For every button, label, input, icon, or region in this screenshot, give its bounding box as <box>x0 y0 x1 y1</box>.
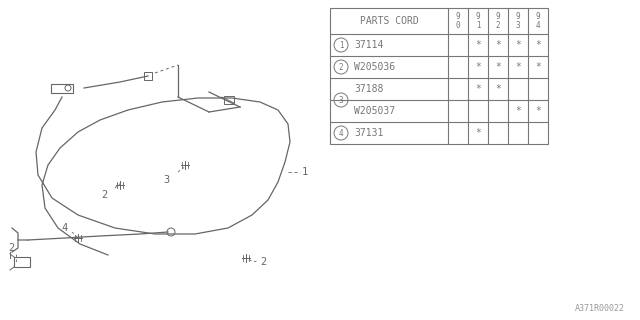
Text: 9
2: 9 2 <box>496 12 500 30</box>
Bar <box>330 8 548 144</box>
Text: *: * <box>475 40 481 50</box>
Text: *: * <box>515 106 521 116</box>
Text: *: * <box>475 62 481 72</box>
Text: 9
4: 9 4 <box>536 12 540 30</box>
Text: 4: 4 <box>339 129 343 138</box>
Text: 4: 4 <box>61 223 68 233</box>
Text: 9
0: 9 0 <box>456 12 460 30</box>
Text: 37188: 37188 <box>354 84 383 94</box>
Text: 3: 3 <box>164 175 170 185</box>
Text: 2: 2 <box>8 243 14 253</box>
Text: *: * <box>475 84 481 94</box>
Text: 2: 2 <box>260 257 266 267</box>
Text: *: * <box>535 62 541 72</box>
Bar <box>223 96 234 104</box>
Text: *: * <box>495 62 501 72</box>
Text: *: * <box>475 128 481 138</box>
Text: 1: 1 <box>302 167 308 177</box>
Text: 37131: 37131 <box>354 128 383 138</box>
Text: 1: 1 <box>339 41 343 50</box>
Text: 9
3: 9 3 <box>516 12 520 30</box>
Text: 2: 2 <box>100 190 107 200</box>
Text: 9
1: 9 1 <box>476 12 480 30</box>
Text: *: * <box>495 40 501 50</box>
Text: 37114: 37114 <box>354 40 383 50</box>
Text: A371R00022: A371R00022 <box>575 304 625 313</box>
Text: W205036: W205036 <box>354 62 395 72</box>
Text: 3: 3 <box>339 95 343 105</box>
Text: *: * <box>535 106 541 116</box>
Bar <box>14 257 30 267</box>
Text: *: * <box>535 40 541 50</box>
Bar <box>144 72 152 80</box>
Text: PARTS CORD: PARTS CORD <box>360 16 419 26</box>
Text: *: * <box>515 40 521 50</box>
Text: *: * <box>495 84 501 94</box>
Text: 2: 2 <box>339 62 343 71</box>
Text: W205037: W205037 <box>354 106 395 116</box>
Text: *: * <box>515 62 521 72</box>
Bar <box>51 84 73 92</box>
